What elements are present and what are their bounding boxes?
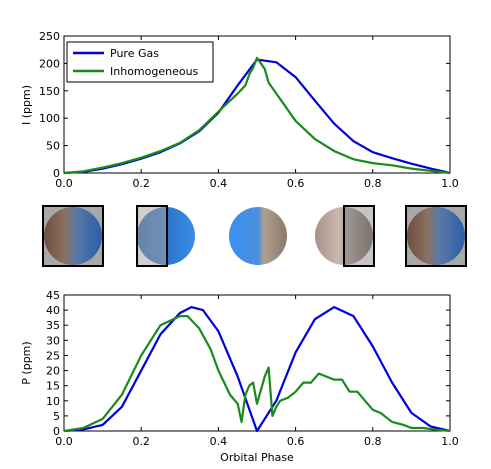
planet-phase-strip bbox=[42, 205, 467, 267]
intensity-y-tick-label: 50 bbox=[46, 140, 60, 153]
intensity-y-axis-label: I (ppm) bbox=[20, 85, 33, 125]
intensity-x-tick-label: 0.8 bbox=[364, 177, 382, 190]
polarization-y-tick-label: 10 bbox=[46, 395, 60, 408]
intensity-x-tick-label: 0.4 bbox=[210, 177, 228, 190]
intensity-y-tick-label: 150 bbox=[39, 85, 60, 98]
polarization-plot-frame bbox=[63, 294, 451, 432]
polarization-x-tick-label: 0.6 bbox=[287, 435, 305, 448]
polarization-y-tick-label: 45 bbox=[46, 289, 60, 302]
planet-disc-phase-0 bbox=[42, 205, 104, 267]
polarization-y-tick-label: 0 bbox=[53, 425, 60, 438]
polarization-plot: 0 5 10 15 20 25 30 35 40 45 0.0 0.2 0.4 0.6 0.8 1.0 P … bbox=[20, 289, 459, 464]
polarization-y-tick-label: 25 bbox=[46, 349, 60, 362]
planet-disc-phase-0-25 bbox=[136, 205, 195, 267]
planet-disc-phase-0-5 bbox=[229, 207, 287, 265]
legend-label-pure-gas: Pure Gas bbox=[110, 47, 159, 60]
intensity-x-tick-label: 0.0 bbox=[55, 177, 73, 190]
intensity-plot-frame bbox=[63, 35, 451, 174]
polarization-y-tick-label: 5 bbox=[53, 410, 60, 423]
polarization-y-tick-label: 35 bbox=[46, 319, 60, 332]
polarization-x-tick-label: 1.0 bbox=[441, 435, 459, 448]
legend-label-inhomogeneous: Inhomogeneous bbox=[110, 65, 199, 78]
polarization-series-pure-gas bbox=[63, 305, 451, 433]
legend-box bbox=[66, 41, 214, 83]
intensity-x-tick-label: 0.2 bbox=[132, 177, 150, 190]
intensity-y-tick-label: 200 bbox=[39, 57, 60, 70]
intensity-x-tick-label: 1.0 bbox=[441, 177, 459, 190]
legend: Pure Gas Inhomogeneous bbox=[66, 41, 214, 83]
polarization-x-axis-label: Orbital Phase bbox=[220, 451, 294, 464]
polarization-x-tick-label: 0.4 bbox=[210, 435, 228, 448]
polarization-y-axis-label: P (ppm) bbox=[20, 341, 33, 384]
intensity-y-tick-label: 250 bbox=[39, 30, 60, 43]
polarization-y-tick-label: 40 bbox=[46, 304, 60, 317]
intensity-y-tick-label: 0 bbox=[53, 167, 60, 180]
polarization-y-tick-label: 30 bbox=[46, 334, 60, 347]
intensity-y-tick-label: 100 bbox=[39, 112, 60, 125]
planet-disc-phase-0-75 bbox=[315, 205, 375, 267]
polarization-x-tick-label: 0.8 bbox=[364, 435, 382, 448]
intensity-plot: 0 50 100 150 200 250 0.0 0.2 0.4 0.6 0.8 1.0 I (pp… bbox=[20, 30, 459, 190]
polarization-x-tick-label: 0.0 bbox=[55, 435, 73, 448]
polarization-x-tick-label: 0.2 bbox=[132, 435, 150, 448]
planet-disc-phase-1 bbox=[405, 205, 467, 267]
polarization-series-inhomogeneous bbox=[63, 315, 451, 433]
polarization-y-tick-label: 15 bbox=[46, 380, 60, 393]
intensity-series-inhomogeneous bbox=[63, 56, 451, 175]
intensity-x-tick-label: 0.6 bbox=[287, 177, 305, 190]
polarization-y-tick-label: 20 bbox=[46, 365, 60, 378]
